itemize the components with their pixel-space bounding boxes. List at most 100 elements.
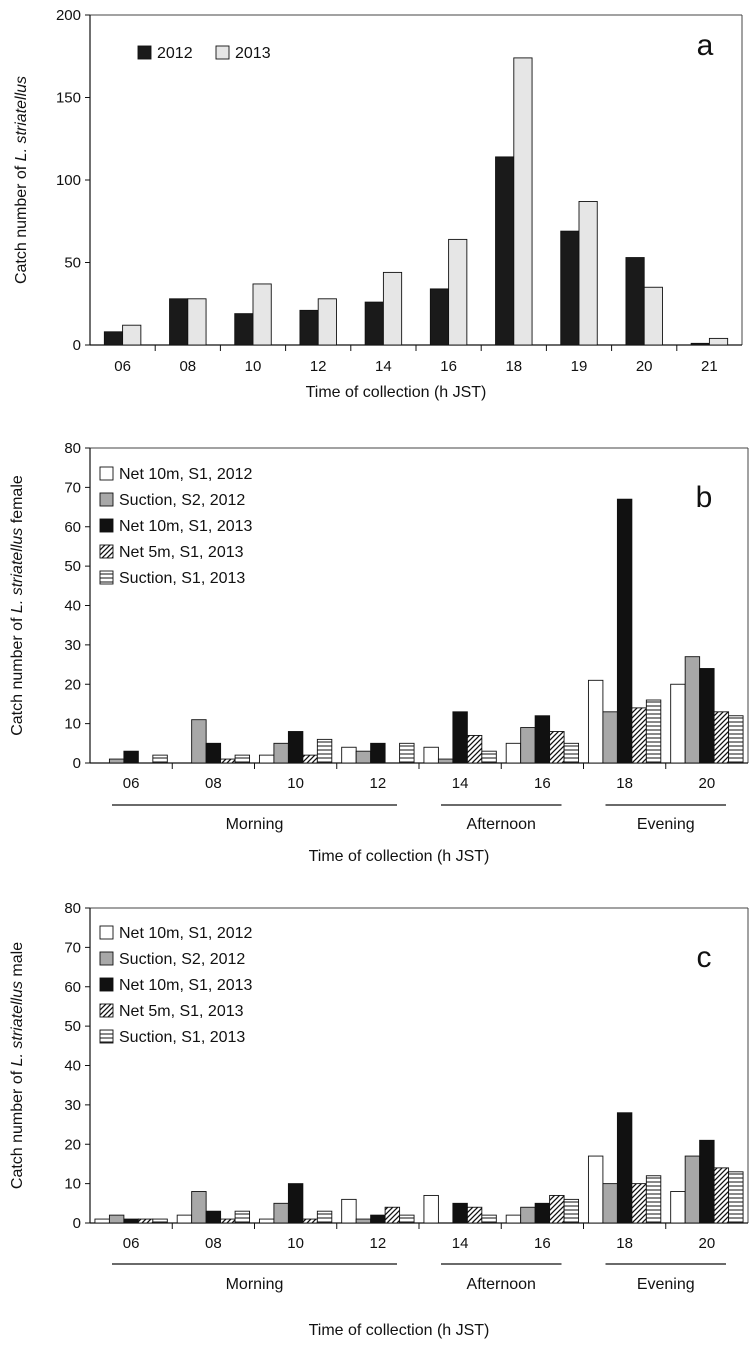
- period-label: Morning: [226, 1276, 284, 1293]
- bar-suction-s1-2013: [152, 754, 168, 764]
- y-axis-title: Catch number of L. striatellus female: [9, 475, 26, 736]
- bar-suction-s2-2012: [108, 758, 125, 764]
- bar-net-10m-s1-2013: [123, 1218, 139, 1224]
- y-tick-label: 20: [64, 676, 81, 693]
- bar-suction-s2-2012: [355, 750, 372, 764]
- legend-swatch: [99, 466, 114, 481]
- legend-swatch: [137, 45, 152, 60]
- x-tick-label: 10: [287, 775, 304, 792]
- legend-label: Net 5m, S1, 2013: [119, 544, 244, 561]
- y-tick-label: 50: [64, 1018, 81, 1035]
- y-tick-label: 150: [56, 90, 81, 107]
- legend-label: Net 5m, S1, 2013: [119, 1003, 244, 1020]
- legend-swatch: [99, 1003, 114, 1018]
- x-tick-label: 12: [370, 1235, 387, 1252]
- legend-label: Net 10m, S1, 2013: [119, 977, 253, 994]
- y-axis-title-species: L. striatellus: [9, 981, 26, 1066]
- bar-net-10m-s1-2012: [505, 1214, 522, 1224]
- bar-net-5m-s1-2013: [220, 758, 236, 764]
- bar-2013: [578, 200, 598, 346]
- bar-net-10m-s1-2013: [205, 1210, 222, 1224]
- legend-swatch: [99, 925, 114, 940]
- bar-2013: [382, 271, 403, 346]
- bar-net-10m-s1-2013: [370, 742, 386, 764]
- bar-net-10m-s1-2012: [505, 742, 522, 764]
- y-tick-label: 70: [64, 939, 81, 956]
- x-tick-label: 18: [505, 358, 522, 375]
- legend-label: Net 10m, S1, 2012: [119, 466, 253, 483]
- bar-2013: [643, 286, 663, 346]
- legend-swatch: [215, 45, 230, 60]
- bar-suction-s2-2012: [355, 1218, 372, 1224]
- bar-net-5m-s1-2013: [466, 734, 483, 764]
- bar-2013: [187, 298, 207, 346]
- y-tick-label: 30: [64, 1097, 81, 1114]
- y-tick-label: 10: [64, 716, 81, 733]
- y-tick-label: 10: [64, 1176, 81, 1193]
- bar-net-10m-s1-2013: [534, 715, 551, 764]
- legend-label: Suction, S1, 2013: [119, 570, 245, 587]
- bar-2012: [690, 342, 710, 346]
- bar-net-5m-s1-2013: [549, 731, 565, 764]
- bar-net-10m-s1-2012: [341, 1198, 357, 1224]
- bar-suction-s1-2013: [563, 742, 580, 764]
- chart-panel-b: 0 10 20 30 40 50 60 70 80 06 08 10 12 14 16 18 20 Morning…: [9, 440, 749, 865]
- x-tick-label: 14: [452, 1235, 469, 1252]
- bar-2013: [122, 324, 142, 346]
- bar-2012: [495, 156, 515, 346]
- bar-2012: [103, 331, 124, 346]
- bar-suction-s2-2012: [684, 1155, 701, 1224]
- bar-net-5m-s1-2013: [302, 1218, 318, 1224]
- bar-2012: [169, 298, 189, 346]
- x-tick-label: 14: [452, 775, 469, 792]
- bar-net-5m-s1-2013: [549, 1194, 565, 1224]
- y-axis-title-species: L. striatellus: [13, 76, 30, 161]
- panel-letter: b: [696, 481, 713, 514]
- y-axis-title-part: female: [9, 475, 26, 528]
- bar-suction-s1-2013: [152, 1218, 168, 1224]
- panel-letter: a: [697, 29, 714, 62]
- bar-suction-s1-2013: [234, 754, 251, 764]
- bar-net-10m-s1-2013: [287, 1183, 304, 1224]
- bar-suction-s2-2012: [520, 1206, 536, 1224]
- legend-label: 2012: [157, 45, 193, 62]
- x-tick-label: 10: [245, 358, 262, 375]
- bar-net-10m-s1-2013: [452, 711, 468, 764]
- bar-suction-s1-2013: [481, 1214, 497, 1224]
- bar-net-10m-s1-2013: [452, 1202, 468, 1224]
- bar-net-5m-s1-2013: [713, 1167, 730, 1224]
- period-label: Afternoon: [467, 816, 536, 833]
- legend-label: Suction, S2, 2012: [119, 951, 245, 968]
- bar-net-5m-s1-2013: [631, 707, 647, 764]
- x-tick-label: 16: [440, 358, 457, 375]
- x-tick-label: 18: [616, 1235, 633, 1252]
- bar-net-10m-s1-2012: [176, 1214, 193, 1224]
- bar-2013: [252, 283, 272, 346]
- legend-swatch: [99, 570, 114, 585]
- bar-2012: [234, 313, 254, 346]
- bar-suction-s2-2012: [602, 711, 618, 764]
- x-tick-label: 21: [701, 358, 718, 375]
- y-tick-label: 70: [64, 479, 81, 496]
- bar-net-10m-s1-2013: [699, 1139, 715, 1224]
- x-tick-label: 12: [370, 775, 387, 792]
- bar-2013: [448, 238, 468, 346]
- x-tick-label: 20: [699, 775, 716, 792]
- bar-net-10m-s1-2013: [616, 1112, 633, 1224]
- bar-suction-s1-2013: [399, 742, 415, 764]
- y-tick-label: 60: [64, 979, 81, 996]
- bar-2013: [317, 298, 337, 346]
- bar-suction-s2-2012: [684, 656, 701, 764]
- bar-net-10m-s1-2013: [205, 742, 222, 764]
- legend-label: Suction, S1, 2013: [119, 1029, 245, 1046]
- x-axis-title: Time of collection (h JST): [309, 1322, 490, 1339]
- x-tick-label: 08: [205, 1235, 222, 1252]
- bar-suction-s2-2012: [273, 1202, 289, 1224]
- bar-suction-s1-2013: [481, 750, 497, 764]
- legend: Net 10m, S1, 2012 Suction, S2, 2012 Net 10…: [99, 925, 253, 1046]
- x-tick-label: 12: [310, 358, 327, 375]
- x-tick-label: 06: [114, 358, 131, 375]
- bar-suction-s1-2013: [645, 1175, 662, 1224]
- legend-label: Net 10m, S1, 2012: [119, 925, 253, 942]
- legend-swatch: [99, 977, 114, 992]
